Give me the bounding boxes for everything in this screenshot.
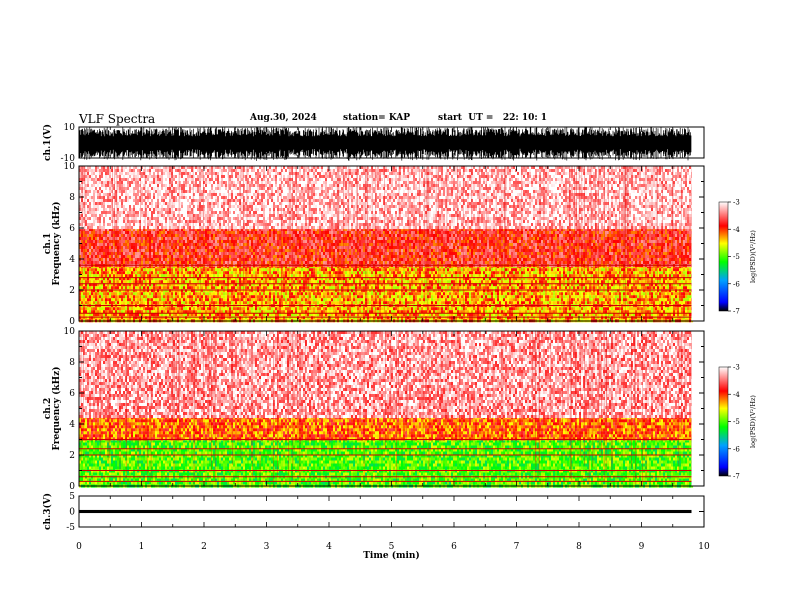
start-time-label: start UT = 22: 10: 1 xyxy=(438,113,547,123)
ch2-spectrogram-colorbar-ticklabel: -4 xyxy=(733,391,740,399)
ch1-spectrogram-ytick-label: 10 xyxy=(64,162,76,172)
ch2-spectrogram-band-2 xyxy=(79,331,694,419)
ch2-spectrogram-ylabel: Frequency (kHz) xyxy=(51,366,62,450)
ch2-spectrogram-colorbar xyxy=(718,366,729,477)
ch1-spectrogram-colorbar-ticklabel: -7 xyxy=(733,308,740,316)
ch1-spectrogram-band-2 xyxy=(79,166,694,230)
axes: 0 1 2 3 4 5 6 7 8 9 10 Time (min) xyxy=(76,127,710,561)
ch3-ytick-label: 5 xyxy=(69,492,75,502)
ch2-spectrogram-colorbar-ticklabel: -6 xyxy=(733,445,740,453)
ch1-spectrogram-band-1 xyxy=(79,228,694,268)
ch2-spectrogram-panel: 0 2 4 6 8 10 ch.2 Frequency (kHz) -3 -4 -5 -6 -7 log(… xyxy=(43,327,757,492)
ch3-waveform-trace xyxy=(79,509,692,514)
ch1-spectrogram-blank xyxy=(691,166,704,321)
ch1-spectrogram-sferics xyxy=(81,166,692,321)
ch2-spectrogram-ytick-label: 8 xyxy=(69,358,75,368)
ch2-spectrogram-colorbar-ticklabel: -7 xyxy=(733,473,740,481)
chart-title: VLF Spectra xyxy=(79,112,155,126)
ch2-spectrogram-ytick-label: 4 xyxy=(69,420,75,430)
ch1-spectrogram-ylabel: ch.1 xyxy=(43,233,53,254)
ch2-spectrogram-ylabel: ch.2 xyxy=(43,398,53,419)
ch1-ytick-label: 10 xyxy=(64,123,76,133)
ch2-spectrogram-colorbar-ticklabel: -3 xyxy=(733,364,740,372)
x-axis-label: Time (min) xyxy=(363,550,420,561)
ch1-spectrogram-colorbar-ticklabel: -4 xyxy=(733,226,740,234)
xtick-label: 0 xyxy=(76,542,82,552)
xtick-label: 5 xyxy=(389,542,395,552)
xtick-label: 2 xyxy=(201,542,207,552)
xtick-label: 10 xyxy=(698,542,710,552)
ch1-spectrogram-ytick-label: 2 xyxy=(69,286,75,296)
ch1-ytick-label: -10 xyxy=(61,154,76,164)
ch1-waveform-trace xyxy=(78,127,692,161)
ch3-ylabel: ch.3(V) xyxy=(42,493,53,530)
ch1-spectrogram-ytick-label: 6 xyxy=(69,224,75,234)
ch2-spectrogram-colorbar-ticklabel: -5 xyxy=(733,418,740,426)
ch3-ytick-label: 0 xyxy=(69,508,75,518)
ch1-spectrogram-colorbar xyxy=(718,201,729,312)
ch1-spectrogram-colorbar-ticklabel: -6 xyxy=(733,280,740,288)
ch3-ytick-label: -5 xyxy=(66,523,75,533)
ch2-spectrogram-band-1 xyxy=(79,416,694,441)
xtick-label: 7 xyxy=(514,542,520,552)
ch2-spectrogram-colorbar-label: log(PSD)(V²/Hz) xyxy=(749,395,757,448)
ch2-spectrogram-blank xyxy=(691,331,704,486)
xtick-label: 3 xyxy=(264,542,270,552)
date-label: Aug.30, 2024 xyxy=(250,113,317,123)
ch1-spectrogram-ytick-label: 0 xyxy=(69,317,75,327)
ch2-spectrogram-ytick-label: 6 xyxy=(69,389,75,399)
ch2-spectrogram-sferics xyxy=(80,331,692,486)
xtick-label: 9 xyxy=(639,542,645,552)
ch2-spectrogram-ytick-label: 0 xyxy=(69,482,75,492)
ch1-spectrogram-colorbar-label: log(PSD)(V²/Hz) xyxy=(749,230,757,283)
xtick-label: 6 xyxy=(451,542,457,552)
xtick-label: 8 xyxy=(576,542,582,552)
ch1-spectrogram-ylabel: Frequency (kHz) xyxy=(51,201,62,285)
ch1-ylabel: ch.1(V) xyxy=(42,124,53,161)
ch1-spectrogram-panel: 0 2 4 6 8 10 ch.1 Frequency (kHz) -3 -4 -5 -6 -7 log(… xyxy=(43,162,757,327)
xtick-label: 1 xyxy=(139,542,145,552)
ch1-spectrogram-ytick-label: 8 xyxy=(69,193,75,203)
ch1-spectrogram-colorbar-ticklabel: -5 xyxy=(733,253,740,261)
station-label: station= KAP xyxy=(343,113,410,123)
ch2-spectrogram-ytick-label: 2 xyxy=(69,451,75,461)
ch2-spectrogram-ytick-label: 10 xyxy=(64,327,76,337)
ch1-spectrogram-ytick-label: 4 xyxy=(69,255,75,265)
xtick-label: 4 xyxy=(326,542,332,552)
ch2-spectrogram-band-0 xyxy=(79,439,694,488)
ch1-spectrogram-colorbar-ticklabel: -3 xyxy=(733,199,740,207)
